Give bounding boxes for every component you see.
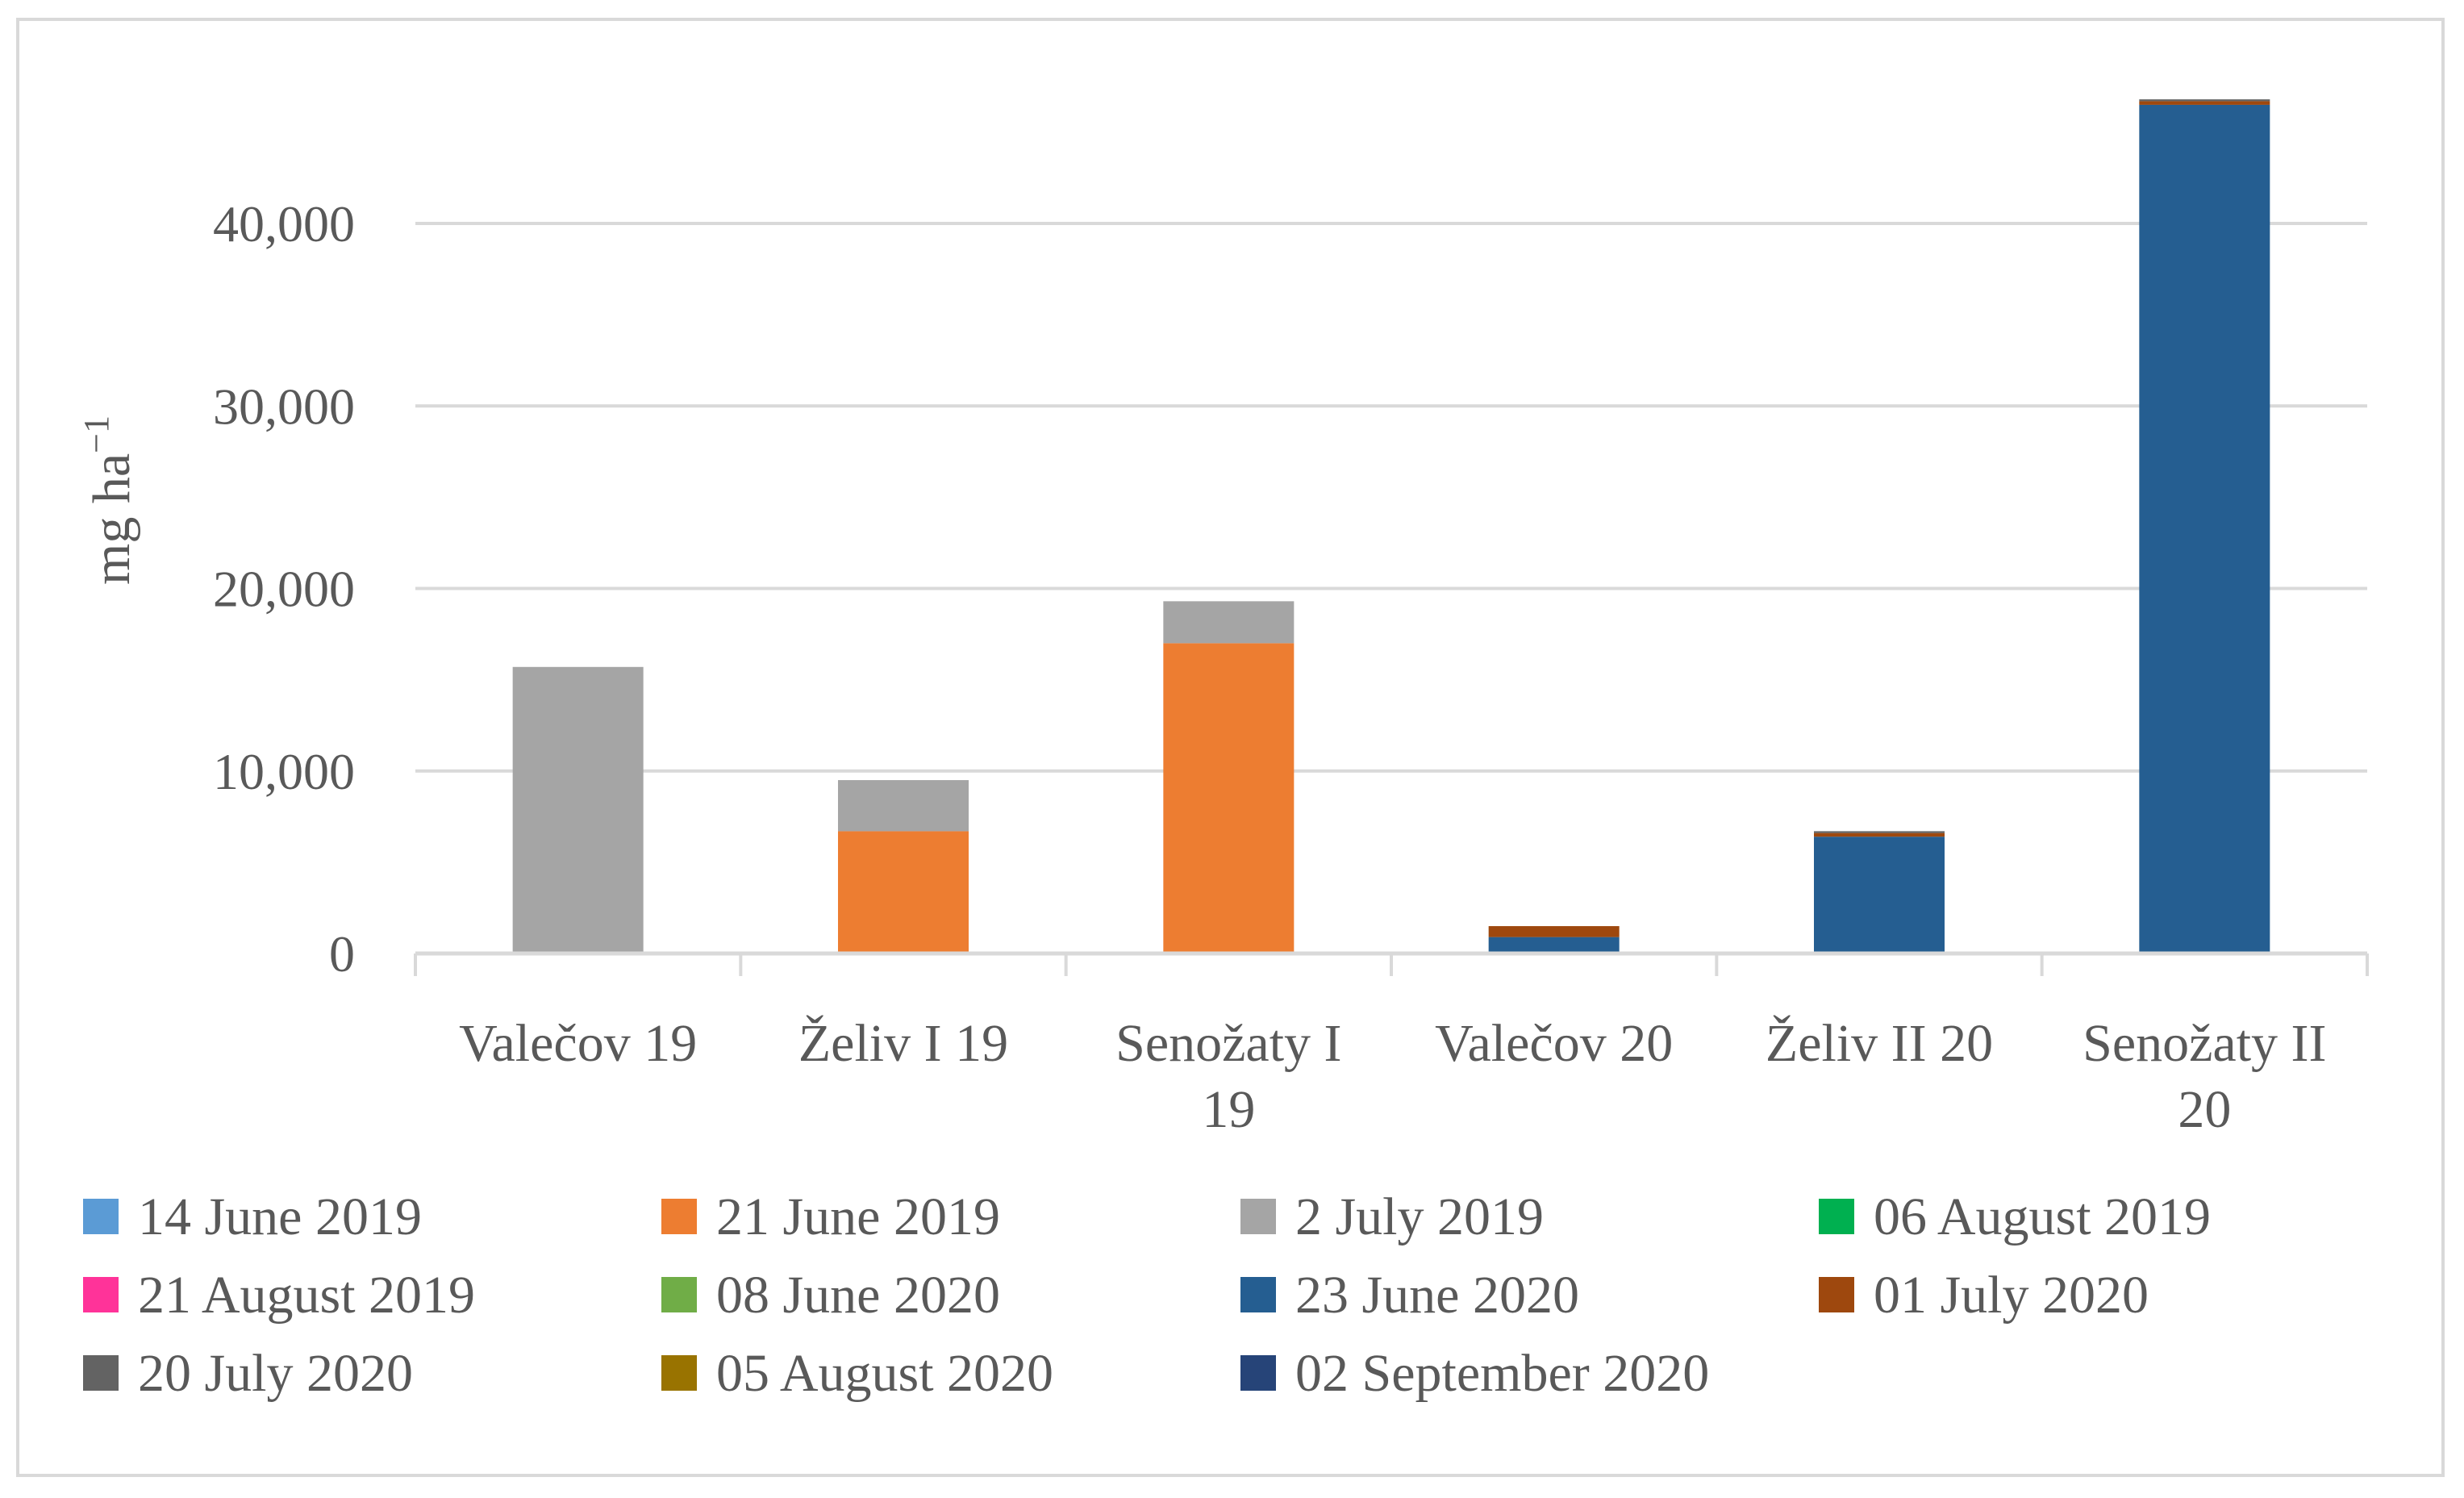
bar-segment — [2139, 101, 2270, 105]
category-label-line: Želiv I 19 — [798, 1014, 1008, 1073]
bar-segment — [1163, 643, 1295, 953]
legend-label: 14 June 2019 — [138, 1187, 422, 1246]
bar-segment — [1814, 832, 1945, 837]
legend-label: 05 August 2020 — [716, 1344, 1053, 1403]
legend-label: 23 June 2020 — [1295, 1266, 1579, 1325]
y-axis-title-superscript: −1 — [77, 415, 116, 453]
category-label: Valečov 19 — [459, 1014, 697, 1073]
y-tick-label: 20,000 — [213, 561, 355, 618]
legend-swatch — [83, 1355, 119, 1391]
legend-swatch — [661, 1355, 697, 1391]
bar-segment — [1488, 937, 1620, 953]
category-label-line: 19 — [1202, 1080, 1255, 1139]
category-label-line: Valečov 19 — [459, 1014, 697, 1073]
legend-swatch — [83, 1199, 119, 1234]
legend-swatch — [661, 1199, 697, 1234]
category-label-line: 20 — [2178, 1080, 2231, 1139]
x-axis: Valečov 19 Želiv I 19 Senožaty I 19 Valečov … — [414, 951, 2369, 1139]
bar-segment — [1488, 926, 1620, 937]
legend: 14 June 2019 21 June 2019 2 July 2019 06 Au… — [83, 1187, 2211, 1403]
y-axis-title-main: mg ha — [82, 453, 141, 585]
y-tick-label: 0 — [329, 925, 355, 983]
legend-label: 2 July 2019 — [1295, 1187, 1544, 1246]
bar-segment — [2139, 99, 2270, 102]
bar-segment — [838, 831, 969, 953]
category-label: Senožaty I 19 — [1115, 1014, 1341, 1139]
category-label: Senožaty II 20 — [2083, 1014, 2326, 1139]
legend-swatch — [83, 1277, 119, 1312]
bars — [512, 99, 2270, 953]
legend-swatch — [1240, 1199, 1276, 1234]
y-tick-label: 30,000 — [213, 378, 355, 435]
category-label-line: Želiv II 20 — [1766, 1014, 1993, 1073]
legend-label: 02 September 2020 — [1295, 1344, 1709, 1403]
bar-segment — [1163, 601, 1295, 644]
category-label: Valečov 20 — [1435, 1014, 1673, 1073]
bar-segment — [1814, 831, 1945, 833]
y-axis-title: mg ha−1 — [77, 415, 141, 585]
y-tick-label: 10,000 — [213, 743, 355, 800]
category-label-line: Senožaty II — [2083, 1014, 2326, 1073]
bar-segment — [838, 780, 969, 832]
category-label-line: Valečov 20 — [1435, 1014, 1673, 1073]
y-axis-tick-labels: 0 10,000 20,000 30,000 40,000 — [213, 195, 355, 983]
y-tick-label: 40,000 — [213, 195, 355, 252]
y-axis-title-text: mg ha−1 — [77, 415, 141, 585]
legend-swatch — [661, 1277, 697, 1312]
legend-swatch — [1819, 1277, 1854, 1312]
legend-swatch — [1240, 1355, 1276, 1391]
legend-swatch — [1240, 1277, 1276, 1312]
bar-segment — [2139, 104, 2270, 953]
bar-segment — [512, 666, 644, 953]
legend-swatch — [1819, 1199, 1854, 1234]
category-label: Želiv I 19 — [798, 1014, 1008, 1073]
category-label: Želiv II 20 — [1766, 1014, 1993, 1073]
bar-segment — [1814, 837, 1945, 953]
legend-label: 01 July 2020 — [1874, 1266, 2149, 1325]
legend-label: 21 August 2019 — [138, 1266, 475, 1325]
category-label-line: Senožaty I — [1115, 1014, 1341, 1073]
legend-label: 21 June 2019 — [716, 1187, 1000, 1246]
legend-label: 06 August 2019 — [1874, 1187, 2211, 1246]
gridlines — [415, 222, 2367, 773]
legend-label: 20 July 2020 — [138, 1344, 413, 1403]
legend-label: 08 June 2020 — [716, 1266, 1000, 1325]
